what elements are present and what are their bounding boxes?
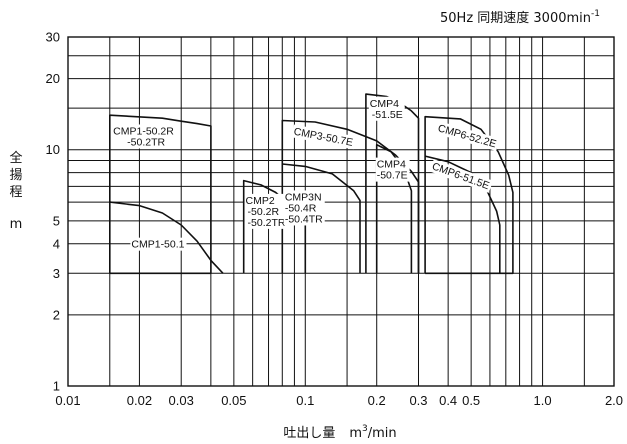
x-tick-label: 2.0 xyxy=(605,393,623,408)
x-tick-label: 0.03 xyxy=(169,393,194,408)
curve-labels: CMP1-50.2R-50.2TRCMP1-50.1CMP2-50.2R-50.… xyxy=(112,96,500,251)
curve-label-text: CMP1-50.1 xyxy=(131,239,184,251)
y-tick-labels: 1 2 3 4 5 10 20 30 xyxy=(46,30,60,394)
y-tick-label: 20 xyxy=(46,71,60,86)
x-tick-label: 0.3 xyxy=(409,393,427,408)
x-tick-label: 0.02 xyxy=(127,393,152,408)
curve-label: CMP3-50.7E xyxy=(291,124,357,150)
curve-label-backdrop xyxy=(435,121,500,152)
curve-label: CMP2-50.2R-50.2TR xyxy=(244,193,288,229)
plot-grid xyxy=(67,36,615,387)
curve-label: CMP1-50.2R-50.2TR xyxy=(112,124,176,149)
x-axis-title: 吐出し量 m3/min xyxy=(283,424,396,441)
curve-label-backdrop xyxy=(283,190,325,226)
curve-label-text: -51.5E xyxy=(372,109,403,121)
curve-label-text: CMP3N xyxy=(285,191,322,203)
curve-label: CMP4-51.5E xyxy=(368,96,405,121)
y-axis-title: 全揚程 m xyxy=(9,150,22,232)
speed-header-text: 50Hz 同期速度 3000min xyxy=(440,10,591,26)
curve-label: CMP6-51.5E xyxy=(429,159,494,193)
curve-label-text: -50.2TR xyxy=(248,217,286,229)
x-axis-unit-base: m xyxy=(349,426,362,441)
speed-header: 50Hz 同期速度 3000min-1 xyxy=(440,9,600,26)
series-curve xyxy=(109,201,224,274)
curve-label-backdrop xyxy=(112,124,176,149)
plot-frame xyxy=(67,36,615,387)
y-axis-unit: m xyxy=(10,217,23,232)
y-tick-label: 30 xyxy=(46,30,60,45)
curve-label-text: -50.2R xyxy=(248,206,280,218)
curve-label: CMP1-50.1 xyxy=(130,237,187,251)
y-axis-title-char: 揚 xyxy=(9,167,22,183)
y-tick-label: 10 xyxy=(46,142,60,157)
curve-label-text: CMP4 xyxy=(377,159,406,171)
curve-label-text: CMP1-50.2R xyxy=(113,126,174,138)
x-axis-unit-tail: /min xyxy=(368,426,397,441)
curve-label-backdrop xyxy=(368,96,405,121)
curve-label: CMP4-50.7E xyxy=(375,157,410,182)
series-curve xyxy=(424,115,514,275)
curve-label-text: -50.7E xyxy=(377,170,408,182)
curve-label-text: -50.4R xyxy=(285,202,317,214)
x-axis-title-text: 吐出し量 xyxy=(283,426,335,441)
curve-label-backdrop xyxy=(375,157,410,182)
x-tick-label: 0.2 xyxy=(368,393,386,408)
y-tick-label: 4 xyxy=(53,236,60,251)
curve-label-text: CMP6-52.2E xyxy=(436,122,497,150)
x-tick-label: 1.0 xyxy=(534,393,552,408)
curve-label-text: -50.4TR xyxy=(285,213,323,225)
x-tick-labels: 0.01 0.02 0.03 0.05 0.1 0.2 0.3 0.4 0.5 1.0 2.0 xyxy=(55,393,623,408)
curve-label: CMP3N-50.4R-50.4TR xyxy=(283,190,325,226)
curve-label-text: CMP6-51.5E xyxy=(430,160,491,192)
curve-label-backdrop xyxy=(244,193,288,229)
x-tick-label: 0.5 xyxy=(462,393,480,408)
curve-label-text: -50.2TR xyxy=(127,137,165,149)
curve-label-backdrop xyxy=(130,237,187,251)
curve-label-backdrop xyxy=(429,159,494,193)
x-tick-label: 0.4 xyxy=(439,393,457,408)
x-tick-label: 0.01 xyxy=(55,393,80,408)
speed-header-sup: -1 xyxy=(591,9,600,19)
y-tick-label: 2 xyxy=(53,307,60,322)
curve-label-backdrop xyxy=(291,124,357,150)
y-tick-label: 3 xyxy=(53,266,60,281)
y-axis-title-char: 全 xyxy=(9,150,22,166)
y-tick-label: 5 xyxy=(53,213,60,228)
x-axis-unit-sup: 3 xyxy=(362,424,368,434)
x-tick-label: 0.05 xyxy=(221,393,246,408)
y-tick-label: 1 xyxy=(53,379,60,394)
x-tick-label: 0.1 xyxy=(296,393,314,408)
curve-label-text: CMP4 xyxy=(370,98,399,110)
curve-label-text: CMP2 xyxy=(246,195,275,207)
y-axis-title-char: 程 xyxy=(9,185,22,200)
series-curve xyxy=(109,114,212,275)
series-curve xyxy=(281,119,420,274)
